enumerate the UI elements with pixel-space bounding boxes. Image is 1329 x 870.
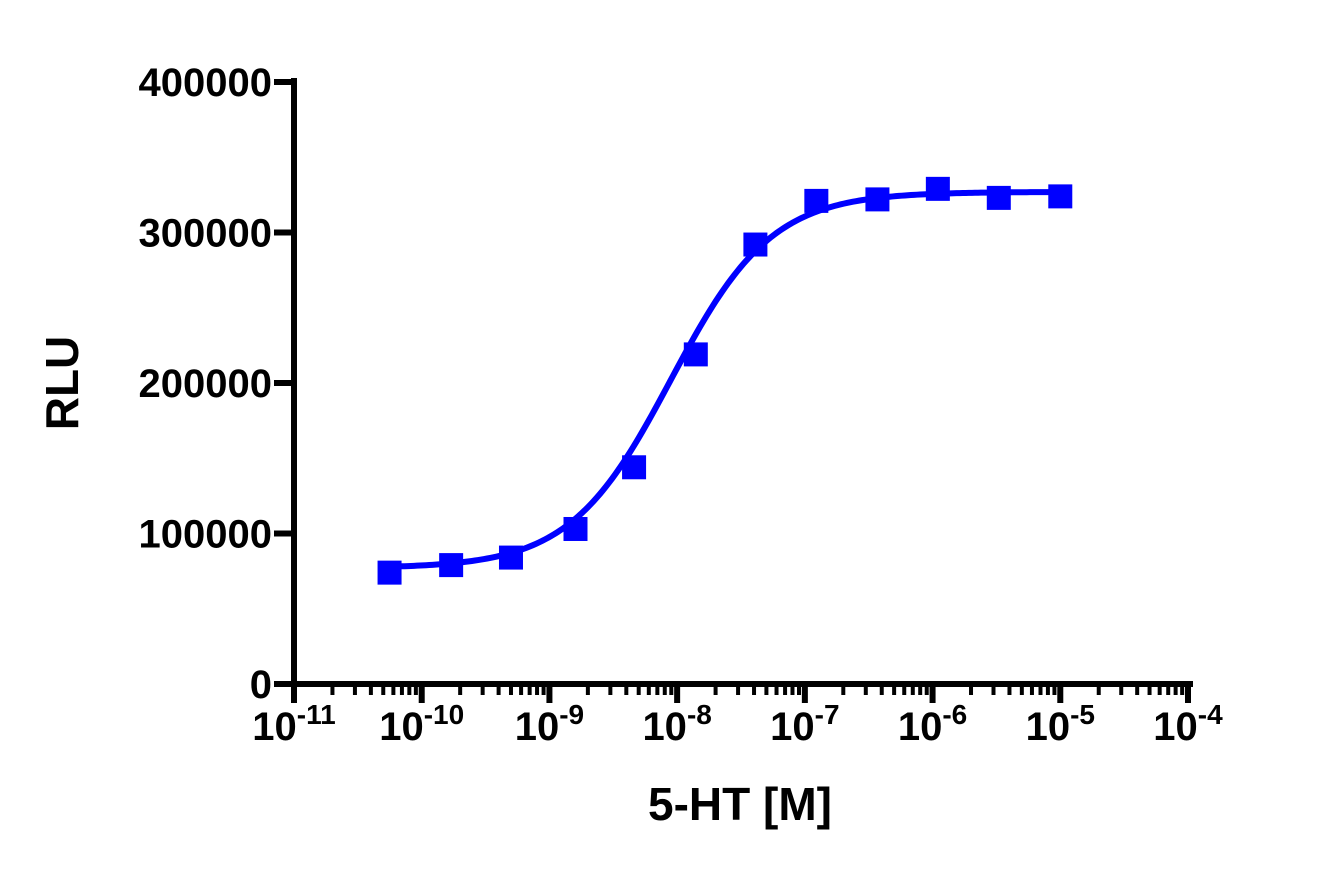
- data-point: [925, 176, 950, 201]
- data-point: [563, 516, 588, 541]
- x-tick-label: 10-7: [770, 699, 839, 749]
- data-point: [804, 188, 829, 213]
- x-axis-title: 5-HT [M]: [648, 778, 832, 830]
- data-point: [865, 187, 890, 212]
- y-tick-label: 0: [250, 663, 272, 707]
- x-tick-label: 10-8: [642, 699, 711, 749]
- y-ticks: 0 100000 200000 300000 400000: [139, 61, 294, 707]
- data-point: [683, 342, 708, 367]
- y-axis-title: RLU: [36, 336, 88, 431]
- data-point: [498, 545, 523, 570]
- fit-curve-layer: [386, 189, 1064, 570]
- x-tick-label: 10-4: [1153, 699, 1223, 749]
- y-tick-label: 300000: [139, 212, 272, 256]
- y-tick-label: 200000: [139, 362, 272, 406]
- data-point: [439, 553, 464, 578]
- axes: [291, 78, 1193, 687]
- x-tick-label: 10-5: [1026, 699, 1095, 749]
- x-ticks: 10-11 10-10 10-9 10-8 10-7 10-6 10-5 10-4: [252, 684, 1223, 749]
- x-tick-label: 10-6: [898, 699, 967, 749]
- x-tick-label: 10-11: [252, 699, 335, 749]
- data-point: [622, 455, 647, 480]
- y-tick-label: 100000: [139, 513, 272, 557]
- data-point: [377, 560, 402, 585]
- fit-curve: [386, 189, 1064, 570]
- y-tick-label: 400000: [139, 61, 272, 105]
- x-tick-label: 10-9: [515, 699, 584, 749]
- data-point: [743, 232, 768, 257]
- data-point: [1048, 184, 1073, 209]
- data-points: [377, 176, 1073, 585]
- data-point: [986, 185, 1011, 210]
- x-tick-label: 10-10: [379, 699, 464, 749]
